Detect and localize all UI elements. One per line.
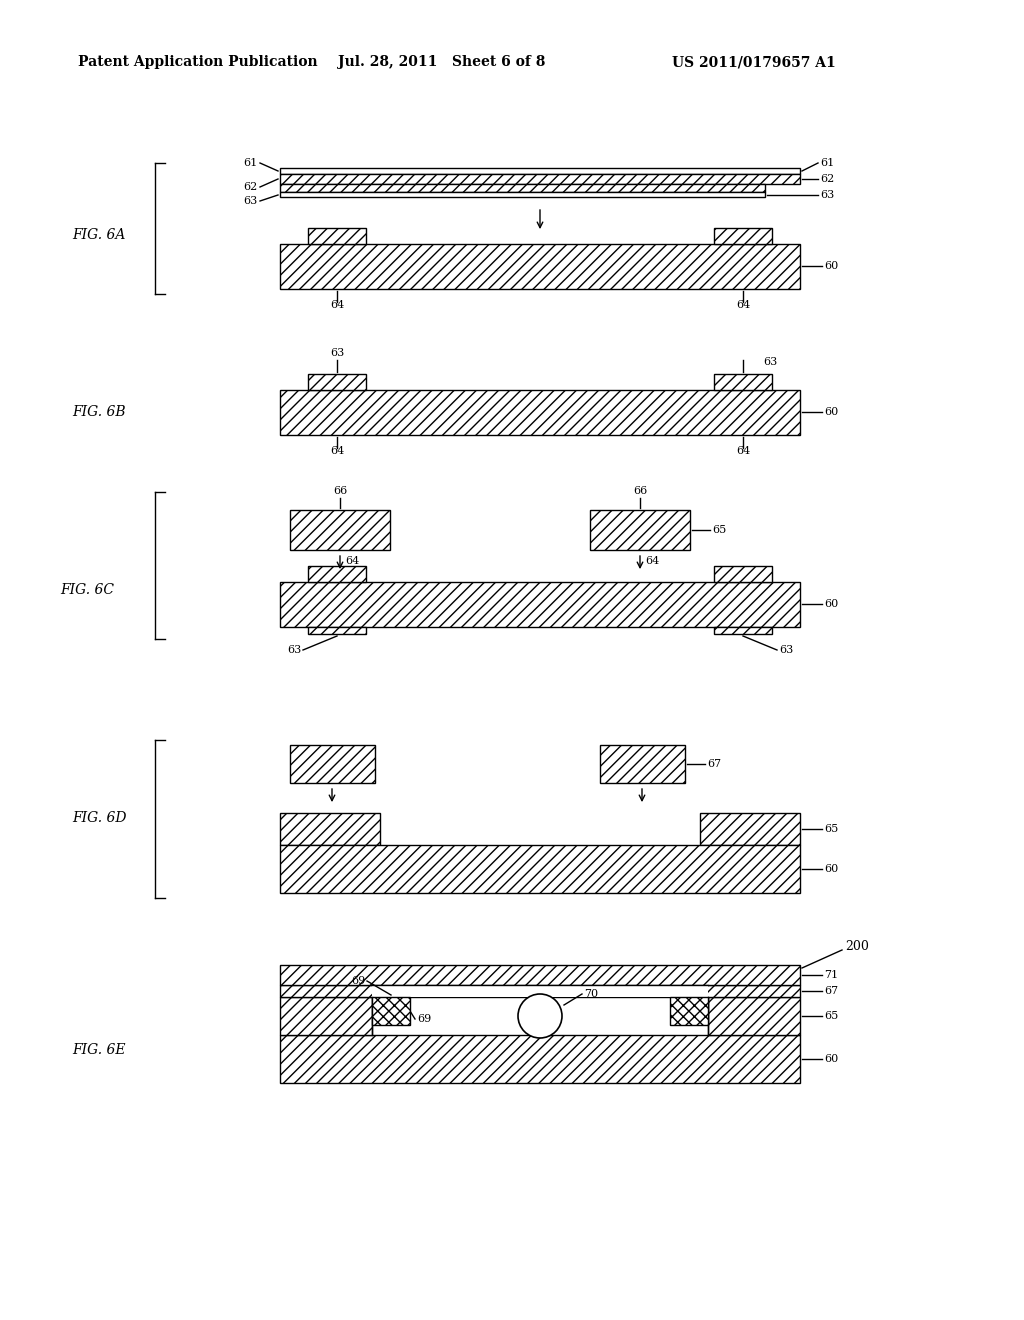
Text: 62: 62 (820, 174, 835, 183)
Bar (280, 183, 765, 191)
Circle shape (518, 994, 562, 1038)
Bar (670, 997, 708, 1026)
Bar (372, 997, 410, 1026)
Text: 60: 60 (824, 1053, 839, 1064)
Text: 66: 66 (333, 486, 347, 496)
Text: Jul. 28, 2011   Sheet 6 of 8: Jul. 28, 2011 Sheet 6 of 8 (338, 55, 546, 69)
Text: 61: 61 (244, 158, 258, 168)
Bar (280, 813, 380, 845)
Bar (280, 965, 800, 985)
Text: 63: 63 (779, 645, 794, 655)
Text: 63: 63 (763, 356, 777, 367)
Bar (590, 510, 690, 550)
Text: 64: 64 (330, 300, 344, 310)
Text: 60: 60 (824, 261, 839, 271)
Bar (280, 389, 800, 436)
Bar (280, 845, 800, 894)
Bar (714, 374, 772, 389)
Bar (280, 582, 800, 627)
Text: 60: 60 (824, 407, 839, 417)
Text: FIG. 6D: FIG. 6D (72, 810, 127, 825)
Text: 66: 66 (633, 486, 647, 496)
Text: 62: 62 (244, 182, 258, 191)
Text: 71: 71 (824, 970, 838, 979)
Bar (600, 744, 685, 783)
Bar (280, 168, 800, 174)
Text: 64: 64 (645, 556, 659, 566)
Bar (290, 744, 375, 783)
Text: Patent Application Publication: Patent Application Publication (78, 55, 317, 69)
Text: FIG. 6A: FIG. 6A (72, 228, 125, 242)
Bar (280, 985, 800, 997)
Text: FIG. 6B: FIG. 6B (72, 405, 126, 418)
Bar (308, 566, 366, 582)
Bar (290, 510, 390, 550)
Text: 67: 67 (824, 986, 838, 997)
Text: 60: 60 (824, 599, 839, 609)
Text: 61: 61 (820, 158, 835, 168)
Text: 63: 63 (330, 348, 344, 358)
Bar (308, 627, 366, 634)
Text: 64: 64 (736, 300, 751, 310)
Bar (280, 174, 800, 183)
Text: 63: 63 (820, 190, 835, 201)
Bar (708, 997, 800, 1035)
Text: 63: 63 (244, 195, 258, 206)
Bar (308, 374, 366, 389)
Bar (280, 244, 800, 289)
Text: 69: 69 (417, 1014, 431, 1024)
Bar (714, 627, 772, 634)
Text: US 2011/0179657 A1: US 2011/0179657 A1 (672, 55, 836, 69)
Bar (280, 1035, 800, 1082)
Bar (308, 228, 366, 244)
Text: 65: 65 (824, 1011, 839, 1020)
Bar (280, 997, 372, 1035)
Text: 65: 65 (712, 525, 726, 535)
Text: FIG. 6C: FIG. 6C (60, 583, 114, 597)
Text: 200: 200 (845, 940, 869, 953)
Text: 64: 64 (736, 446, 751, 455)
Text: 69: 69 (351, 975, 365, 986)
Bar (714, 566, 772, 582)
Text: 65: 65 (824, 824, 839, 834)
Bar (700, 813, 800, 845)
Text: 64: 64 (330, 446, 344, 455)
Text: 64: 64 (345, 556, 359, 566)
Bar (372, 985, 708, 997)
Text: 70: 70 (584, 989, 598, 999)
Text: 60: 60 (824, 865, 839, 874)
Bar (714, 228, 772, 244)
Bar (280, 191, 765, 197)
Text: 63: 63 (287, 645, 301, 655)
Text: 67: 67 (707, 759, 721, 770)
Text: FIG. 6E: FIG. 6E (72, 1043, 126, 1057)
